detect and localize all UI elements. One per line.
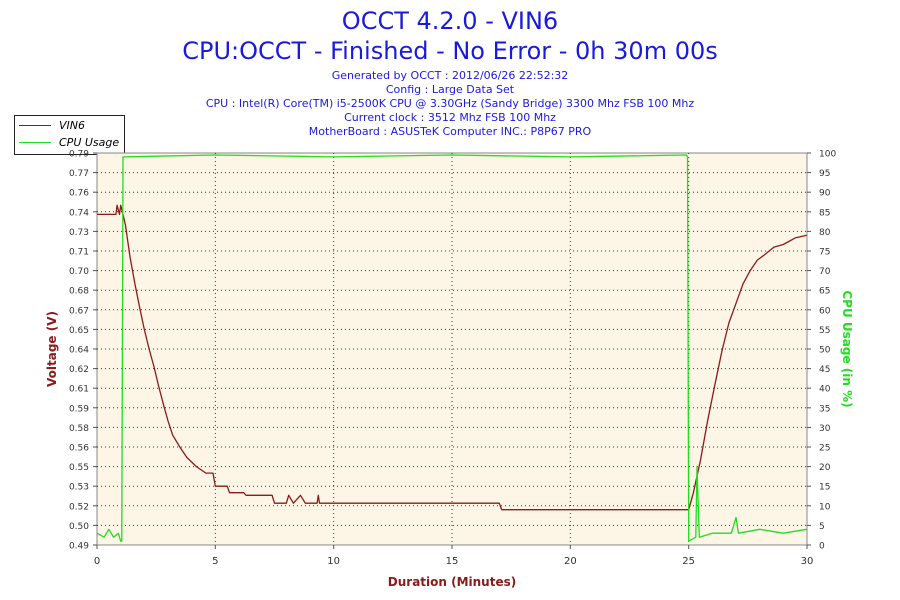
x-tick-label: 0 <box>94 556 100 567</box>
y-axis-label-left: Voltage (V) <box>45 311 59 387</box>
y-right-tick-label: 55 <box>819 326 830 336</box>
info-clock: Current clock : 3512 Mhz FSB 100 Mhz <box>344 111 556 124</box>
y-left-tick-label: 0.76 <box>69 189 89 199</box>
info-generated: Generated by OCCT : 2012/06/26 22:52:32 <box>331 69 569 82</box>
y-right-tick-label: 35 <box>819 404 830 414</box>
series-line-cpu-usage <box>96 154 807 542</box>
tick-labels: 0 5 10 15 20 25 30 0 5 10 15 20 25 30 35 40 45 50 55 60 65 70… <box>69 150 836 568</box>
y-right-tick-label: 50 <box>819 346 831 356</box>
y-right-tick-label: 95 <box>819 169 830 179</box>
y-left-tick-label: 0.67 <box>69 306 89 316</box>
y-right-tick-label: 0 <box>819 542 825 552</box>
y-left-tick-label: 0.55 <box>69 463 89 473</box>
info-cpu: CPU : Intel(R) Core(TM) i5-2500K CPU @ 3… <box>205 97 695 110</box>
y-left-tick-label: 0.79 <box>69 150 89 160</box>
y-left-tick-label: 0.77 <box>69 169 89 179</box>
series-line-vin6 <box>97 204 807 511</box>
y-right-tick-label: 75 <box>819 248 830 258</box>
y-left-tick-label: 0.62 <box>69 365 89 375</box>
chart-title: OCCT 4.2.0 - VIN6 <box>341 7 559 35</box>
y-left-tick-label: 0.70 <box>69 267 89 277</box>
info-motherboard: MotherBoard : ASUSTeK Computer INC.: P8P… <box>308 125 592 138</box>
y-right-tick-label: 70 <box>819 267 831 277</box>
legend-label-cpu-usage: CPU Usage <box>59 135 120 149</box>
y-left-tick-label: 0.53 <box>69 483 89 493</box>
y-left-tick-label: 0.52 <box>69 502 89 512</box>
legend-item-cpu-usage: CPU Usage <box>19 134 119 150</box>
chart-subtitle: CPU:OCCT - Finished - No Error - 0h 30m … <box>182 37 718 65</box>
chart-legend: VIN6 CPU Usage <box>14 115 125 155</box>
y-left-tick-label: 0.74 <box>69 208 89 218</box>
x-tick-label: 5 <box>212 556 218 567</box>
y-left-tick-label: 0.64 <box>69 346 89 356</box>
y-left-tick-label: 0.71 <box>69 248 89 258</box>
x-tick-label: 20 <box>564 556 577 567</box>
y-left-tick-label: 0.58 <box>69 424 89 434</box>
y-left-tick-label: 0.65 <box>69 326 89 336</box>
y-left-tick-label: 0.68 <box>69 287 89 297</box>
x-tick-label: 25 <box>682 556 695 567</box>
x-axis-label: Duration (Minutes) <box>388 575 516 589</box>
legend-label-vin6: VIN6 <box>59 118 85 132</box>
y-left-tick-label: 0.49 <box>69 542 89 552</box>
y-right-tick-label: 85 <box>819 208 830 218</box>
y-left-tick-label: 0.59 <box>69 404 89 414</box>
y-right-tick-label: 25 <box>819 444 830 454</box>
y-right-tick-label: 100 <box>819 150 836 160</box>
legend-item-vin6: VIN6 <box>19 117 85 133</box>
y-right-tick-label: 80 <box>819 228 831 238</box>
y-right-tick-label: 60 <box>819 306 831 316</box>
legend-swatch-cpu-usage <box>19 141 51 143</box>
y-right-tick-label: 5 <box>819 522 825 532</box>
y-right-tick-label: 40 <box>819 385 831 395</box>
legend-swatch-vin6 <box>19 124 51 126</box>
y-axis-label-right: CPU Usage (in %) <box>840 290 854 407</box>
x-tick-label: 15 <box>446 556 459 567</box>
series-group <box>96 154 807 542</box>
y-left-tick-label: 0.61 <box>69 385 89 395</box>
y-right-tick-label: 30 <box>819 424 831 434</box>
y-right-tick-label: 20 <box>819 463 831 473</box>
x-tick-label: 10 <box>327 556 340 567</box>
x-tick-label: 30 <box>801 556 814 567</box>
y-right-tick-label: 65 <box>819 287 830 297</box>
y-right-tick-label: 90 <box>819 189 831 199</box>
info-config: Config : Large Data Set <box>385 83 515 96</box>
y-right-tick-label: 15 <box>819 483 830 493</box>
y-right-tick-label: 10 <box>819 502 831 512</box>
y-right-tick-label: 45 <box>819 365 830 375</box>
y-left-tick-label: 0.50 <box>69 522 89 532</box>
y-left-tick-label: 0.56 <box>69 444 89 454</box>
y-left-tick-label: 0.73 <box>69 228 89 238</box>
